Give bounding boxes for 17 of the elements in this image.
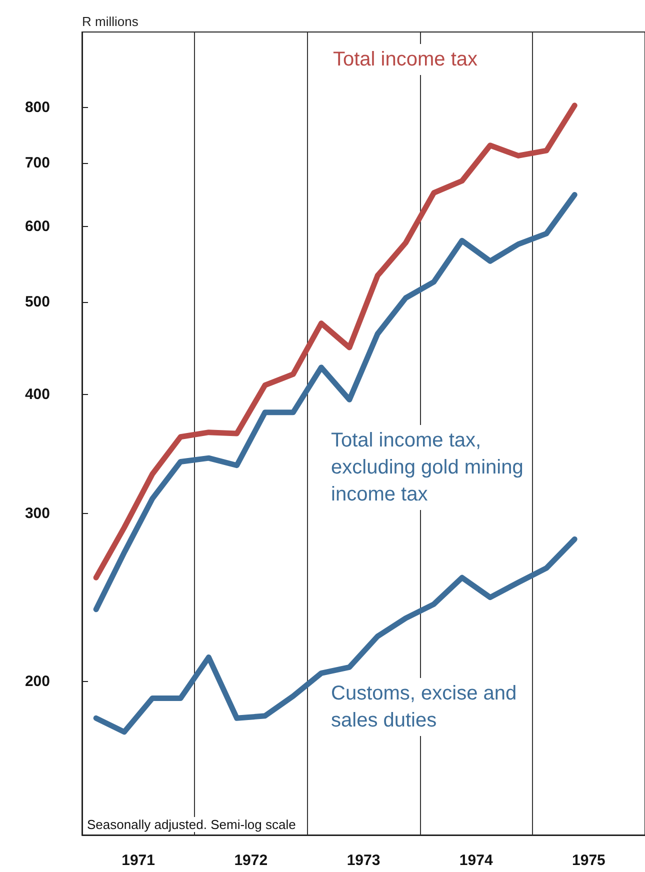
y-tick-label: 300 [24, 505, 50, 522]
y-tick-label: 400 [24, 386, 50, 403]
x-tick-label: 1971 [122, 852, 155, 869]
series-label: Total income tax, excluding gold mining income tax [331, 430, 524, 506]
x-tick-label: 1975 [572, 852, 606, 869]
x-tick-label: 1972 [234, 852, 268, 869]
y-tick-label: 700 [24, 154, 50, 172]
text: Total income tax [333, 48, 478, 70]
y-tick-label: 600 [24, 218, 50, 236]
y-tick-label: 500 [24, 294, 50, 311]
y-axis-title: R millions [82, 14, 139, 29]
y-tick-label: 200 [24, 672, 50, 690]
series-label: Customs, excise and sales duties [331, 682, 517, 732]
x-tick-label: 1973 [346, 852, 380, 869]
x-tick-label: 1974 [459, 852, 494, 869]
y-tick-label: 800 [24, 98, 50, 116]
annotation: Seasonally adjusted. Semi-log scale [87, 817, 296, 832]
